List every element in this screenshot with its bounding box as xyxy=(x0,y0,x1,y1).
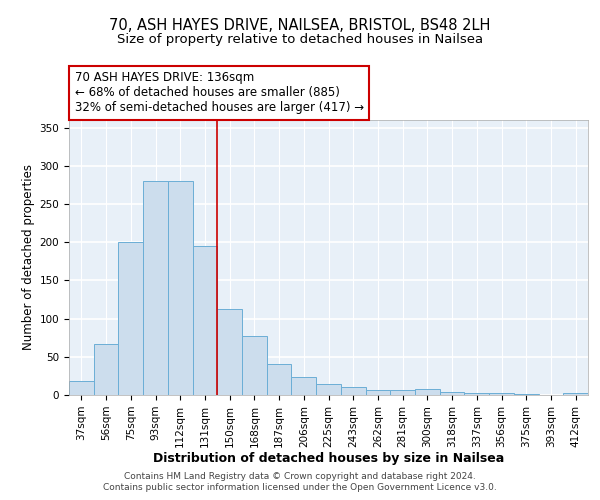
Bar xyxy=(489,394,514,395)
Text: Size of property relative to detached houses in Nailsea: Size of property relative to detached ho… xyxy=(117,32,483,46)
Bar xyxy=(415,389,440,395)
Bar xyxy=(143,181,168,395)
X-axis label: Distribution of detached houses by size in Nailsea: Distribution of detached houses by size … xyxy=(153,452,504,466)
Bar xyxy=(94,344,118,395)
Bar xyxy=(514,394,539,395)
Bar xyxy=(168,181,193,395)
Bar xyxy=(341,388,365,395)
Bar xyxy=(390,390,415,395)
Bar xyxy=(193,246,217,395)
Text: Contains public sector information licensed under the Open Government Licence v3: Contains public sector information licen… xyxy=(103,483,497,492)
Bar xyxy=(242,336,267,395)
Bar xyxy=(563,392,588,395)
Bar xyxy=(464,392,489,395)
Y-axis label: Number of detached properties: Number of detached properties xyxy=(22,164,35,350)
Text: 70 ASH HAYES DRIVE: 136sqm
← 68% of detached houses are smaller (885)
32% of sem: 70 ASH HAYES DRIVE: 136sqm ← 68% of deta… xyxy=(74,72,364,114)
Bar xyxy=(316,384,341,395)
Text: Contains HM Land Registry data © Crown copyright and database right 2024.: Contains HM Land Registry data © Crown c… xyxy=(124,472,476,481)
Bar xyxy=(217,308,242,395)
Bar xyxy=(267,364,292,395)
Text: 70, ASH HAYES DRIVE, NAILSEA, BRISTOL, BS48 2LH: 70, ASH HAYES DRIVE, NAILSEA, BRISTOL, B… xyxy=(109,18,491,32)
Bar xyxy=(292,376,316,395)
Bar xyxy=(118,242,143,395)
Bar xyxy=(69,381,94,395)
Bar xyxy=(365,390,390,395)
Bar xyxy=(440,392,464,395)
